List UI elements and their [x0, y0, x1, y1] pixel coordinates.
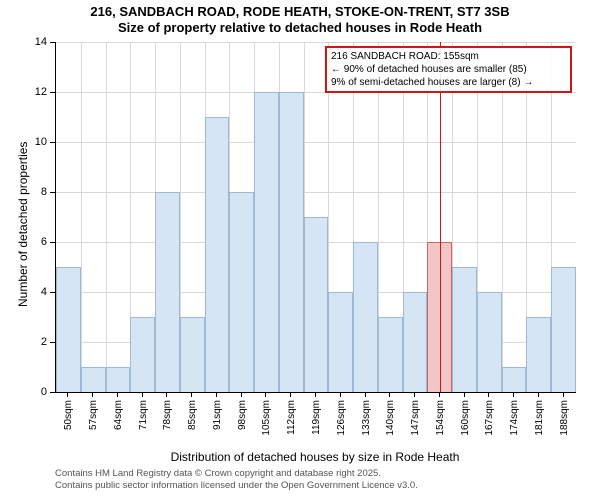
x-tick-mark — [265, 392, 266, 397]
x-tick-label: 119sqm — [311, 400, 322, 435]
histogram-bar — [130, 317, 155, 392]
x-tick-label: 154sqm — [435, 400, 446, 436]
x-tick-label: 105sqm — [261, 400, 272, 436]
callout-line1: 216 SANDBACH ROAD: 155sqm — [331, 50, 566, 63]
x-tick-label: 133sqm — [361, 400, 372, 436]
x-tick-mark — [241, 392, 242, 397]
histogram-bar — [502, 367, 527, 392]
x-tick-label: 126sqm — [336, 400, 347, 436]
y-tick-mark — [50, 142, 55, 143]
x-tick-label: 112sqm — [286, 400, 297, 435]
x-tick-label: 91sqm — [212, 400, 223, 430]
histogram-bar — [378, 317, 403, 392]
x-tick-mark — [315, 392, 316, 397]
histogram-bar — [477, 292, 502, 392]
histogram-bar — [353, 242, 378, 392]
x-tick-label: 57sqm — [88, 400, 99, 430]
grid-line-v — [81, 42, 82, 392]
y-tick-mark — [50, 292, 55, 293]
chart-title: 216, SANDBACH ROAD, RODE HEATH, STOKE-ON… — [0, 0, 600, 37]
chart-root: 216, SANDBACH ROAD, RODE HEATH, STOKE-ON… — [0, 0, 600, 500]
grid-line-h — [56, 42, 576, 43]
footer-line2: Contains public sector information licen… — [55, 480, 418, 492]
grid-line-v — [106, 42, 107, 392]
x-tick-label: 98sqm — [237, 400, 248, 430]
y-axis-title: Number of detached properties — [16, 142, 30, 307]
histogram-bar — [551, 267, 576, 392]
y-tick-label: 2 — [0, 336, 47, 348]
histogram-bar — [205, 117, 230, 392]
y-tick-mark — [50, 42, 55, 43]
x-tick-mark — [142, 392, 143, 397]
histogram-bar — [254, 92, 279, 392]
footer: Contains HM Land Registry data © Crown c… — [55, 468, 418, 492]
x-tick-mark — [92, 392, 93, 397]
marker-line — [440, 42, 441, 392]
x-tick-label: 188sqm — [559, 400, 570, 436]
y-tick-label: 0 — [0, 386, 47, 398]
grid-line-v — [502, 42, 503, 392]
grid-line-h — [56, 192, 576, 193]
x-tick-mark — [290, 392, 291, 397]
histogram-bar — [229, 192, 254, 392]
x-tick-label: 50sqm — [63, 400, 74, 430]
x-tick-mark — [67, 392, 68, 397]
histogram-bar — [279, 92, 304, 392]
x-tick-label: 140sqm — [385, 400, 396, 436]
histogram-bar — [328, 292, 353, 392]
x-tick-mark — [538, 392, 539, 397]
x-tick-mark — [414, 392, 415, 397]
x-tick-mark — [216, 392, 217, 397]
y-tick-mark — [50, 342, 55, 343]
histogram-bar — [155, 192, 180, 392]
x-tick-mark — [191, 392, 192, 397]
callout-box: 216 SANDBACH ROAD: 155sqm← 90% of detach… — [325, 46, 572, 93]
callout-line3: 9% of semi-detached houses are larger (8… — [331, 76, 566, 89]
x-axis-title: Distribution of detached houses by size … — [55, 450, 575, 464]
x-tick-mark — [563, 392, 564, 397]
histogram-bar — [81, 367, 106, 392]
x-tick-label: 174sqm — [509, 400, 520, 436]
y-tick-mark — [50, 392, 55, 393]
x-tick-label: 71sqm — [138, 400, 149, 430]
title-line2: Size of property relative to detached ho… — [0, 20, 600, 36]
histogram-bar — [526, 317, 551, 392]
footer-line1: Contains HM Land Registry data © Crown c… — [55, 468, 418, 480]
y-tick-mark — [50, 92, 55, 93]
histogram-bar — [180, 317, 205, 392]
histogram-bar — [106, 367, 131, 392]
x-tick-label: 181sqm — [534, 400, 545, 436]
x-tick-mark — [166, 392, 167, 397]
x-tick-mark — [464, 392, 465, 397]
histogram-bar — [304, 217, 329, 392]
y-tick-label: 12 — [0, 86, 47, 98]
histogram-bar — [56, 267, 81, 392]
x-tick-label: 85sqm — [187, 400, 198, 430]
grid-line-h — [56, 142, 576, 143]
x-tick-mark — [439, 392, 440, 397]
x-tick-label: 160sqm — [460, 400, 471, 436]
plot-area: 216 SANDBACH ROAD: 155sqm← 90% of detach… — [55, 42, 576, 393]
x-tick-label: 78sqm — [162, 400, 173, 430]
x-tick-label: 147sqm — [410, 400, 421, 436]
histogram-bar — [403, 292, 428, 392]
x-tick-mark — [340, 392, 341, 397]
x-tick-label: 167sqm — [484, 400, 495, 436]
x-tick-mark — [365, 392, 366, 397]
x-tick-mark — [389, 392, 390, 397]
x-tick-mark — [513, 392, 514, 397]
x-tick-label: 64sqm — [113, 400, 124, 430]
callout-line2: ← 90% of detached houses are smaller (85… — [331, 63, 566, 76]
y-tick-mark — [50, 242, 55, 243]
y-tick-mark — [50, 192, 55, 193]
y-tick-label: 14 — [0, 36, 47, 48]
histogram-bar — [452, 267, 477, 392]
title-line1: 216, SANDBACH ROAD, RODE HEATH, STOKE-ON… — [0, 4, 600, 20]
x-tick-mark — [488, 392, 489, 397]
x-tick-mark — [117, 392, 118, 397]
